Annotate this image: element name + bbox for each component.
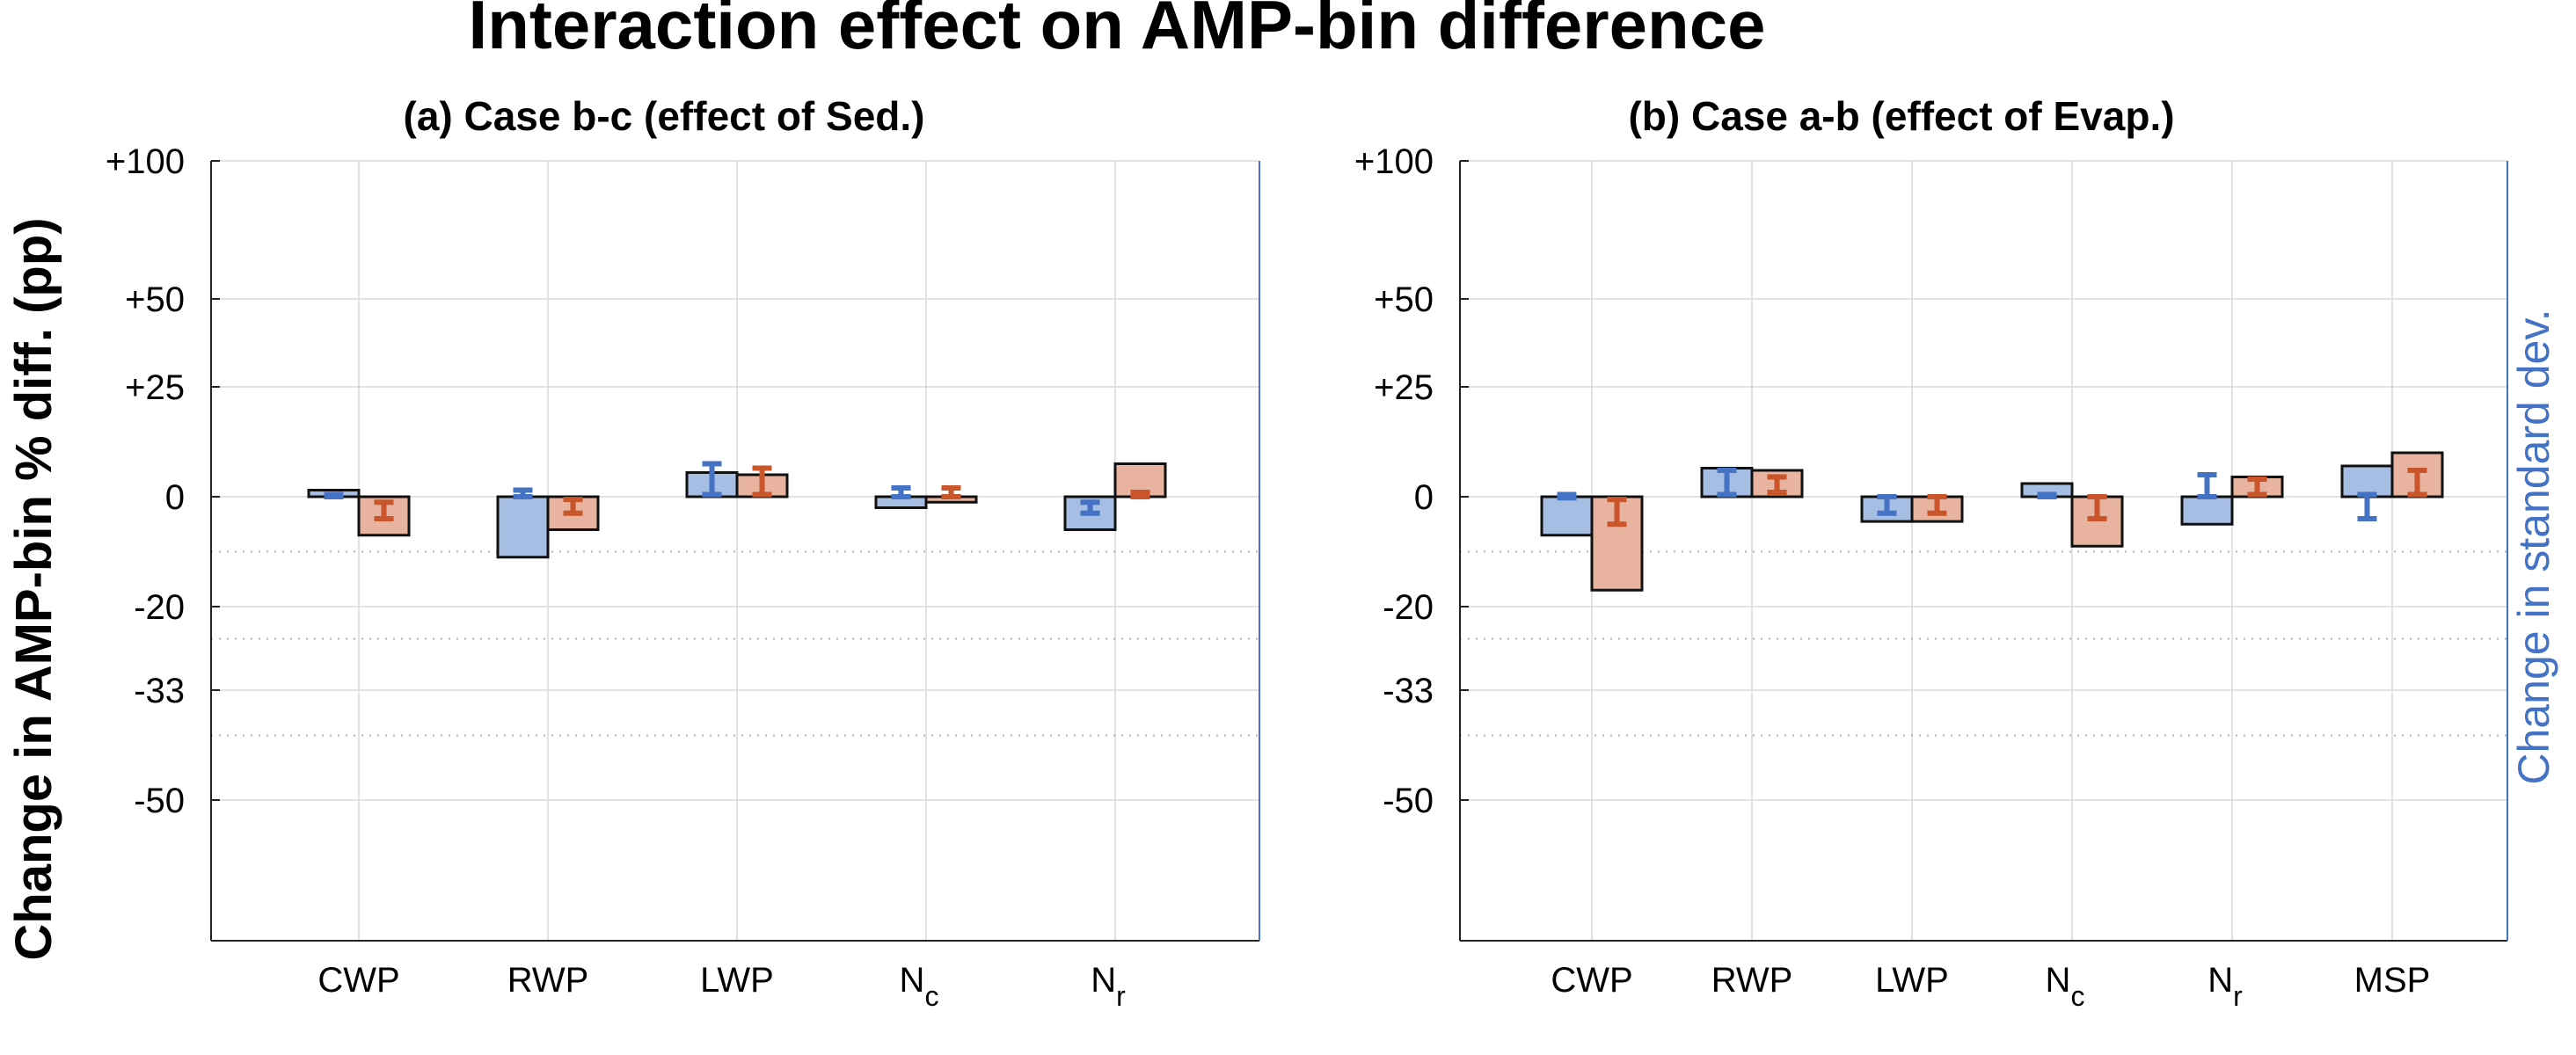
y-tick-label: -33 (1383, 672, 1434, 710)
y-tick-label: +100 (1354, 142, 1434, 181)
x-tick-subscript: r (1116, 980, 1126, 1012)
x-tick-label: RWP (1711, 961, 1793, 1000)
x-tick-label: Nr (1091, 961, 1126, 1012)
y-tick-label: +100 (106, 142, 185, 181)
bar-blue (1540, 495, 1594, 537)
chart-title: Interaction effect on AMP-bin difference (469, 0, 1766, 63)
y-tick-label: +25 (1374, 368, 1434, 407)
x-tick-label: Nc (2046, 961, 2085, 1012)
y-axis-label: Change in AMP-bin % diff. (pp) (5, 217, 62, 960)
x-tick-label: CWP (317, 961, 399, 1000)
x-tick-subscript: r (2233, 980, 2243, 1012)
panel-a-reference-lines (211, 550, 1259, 737)
panel-b-title: (b) Case a-b (effect of Evap.) (1628, 93, 2174, 139)
x-tick-label: Nc (900, 961, 939, 1012)
panel-a-axes (210, 161, 1260, 942)
bar-blue (2180, 495, 2234, 526)
bar-blue (2340, 464, 2394, 498)
x-tick-label: MSP (2354, 961, 2431, 1000)
panel-a-grid (211, 160, 1259, 941)
panel-a-error-bars (324, 461, 1150, 521)
y-tick-label: +50 (1374, 280, 1434, 319)
panel-b-error-bars (1557, 468, 2427, 528)
y-tick-label: -20 (134, 588, 185, 627)
y-tick-label: +50 (125, 280, 185, 319)
y-tick-label: 0 (1414, 478, 1434, 517)
x-tick-subscript: c (2070, 980, 2084, 1012)
panel-b-bars (1540, 451, 2444, 592)
y-tick-label: -50 (1383, 782, 1434, 820)
x-tick-label: LWP (700, 961, 774, 1000)
x-tick-label: LWP (1875, 961, 1949, 1000)
x-tick-label: Nr (2207, 961, 2243, 1012)
panel-b-y-ticks: +100 +50 +25 0 -20 -33 -50 (1354, 142, 1469, 820)
x-tick-label: RWP (507, 961, 589, 1000)
panel-b-axes (1459, 161, 2508, 942)
panel-b-x-ticks: CWP RWP LWP Nc Nr MSP (1551, 961, 2430, 1012)
x-tick-subscript: c (924, 980, 938, 1012)
bar-blue (496, 495, 550, 559)
y-tick-label: -20 (1383, 588, 1434, 627)
panel-a: (a) Case b-c (effect of Sed.) +100 +50 +25… (106, 93, 1260, 1012)
panel-a-x-ticks: CWP RWP LWP Nc Nr (317, 961, 1126, 1012)
y-tick-label: +25 (125, 368, 185, 407)
panel-b: (b) Case a-b (effect of Evap.) +100 +50 +2… (1354, 93, 2508, 1012)
panel-a-title: (a) Case b-c (effect of Sed.) (404, 93, 925, 139)
y-tick-label: -33 (134, 672, 185, 710)
y-tick-label: -50 (134, 782, 185, 820)
panel-a-y-ticks: +100 +50 +25 0 -20 -33 -50 (106, 142, 220, 820)
y-tick-label: 0 (165, 478, 185, 517)
x-tick-label: CWP (1551, 961, 1632, 1000)
right-axis-label: Change in standard dev. (2509, 309, 2558, 784)
